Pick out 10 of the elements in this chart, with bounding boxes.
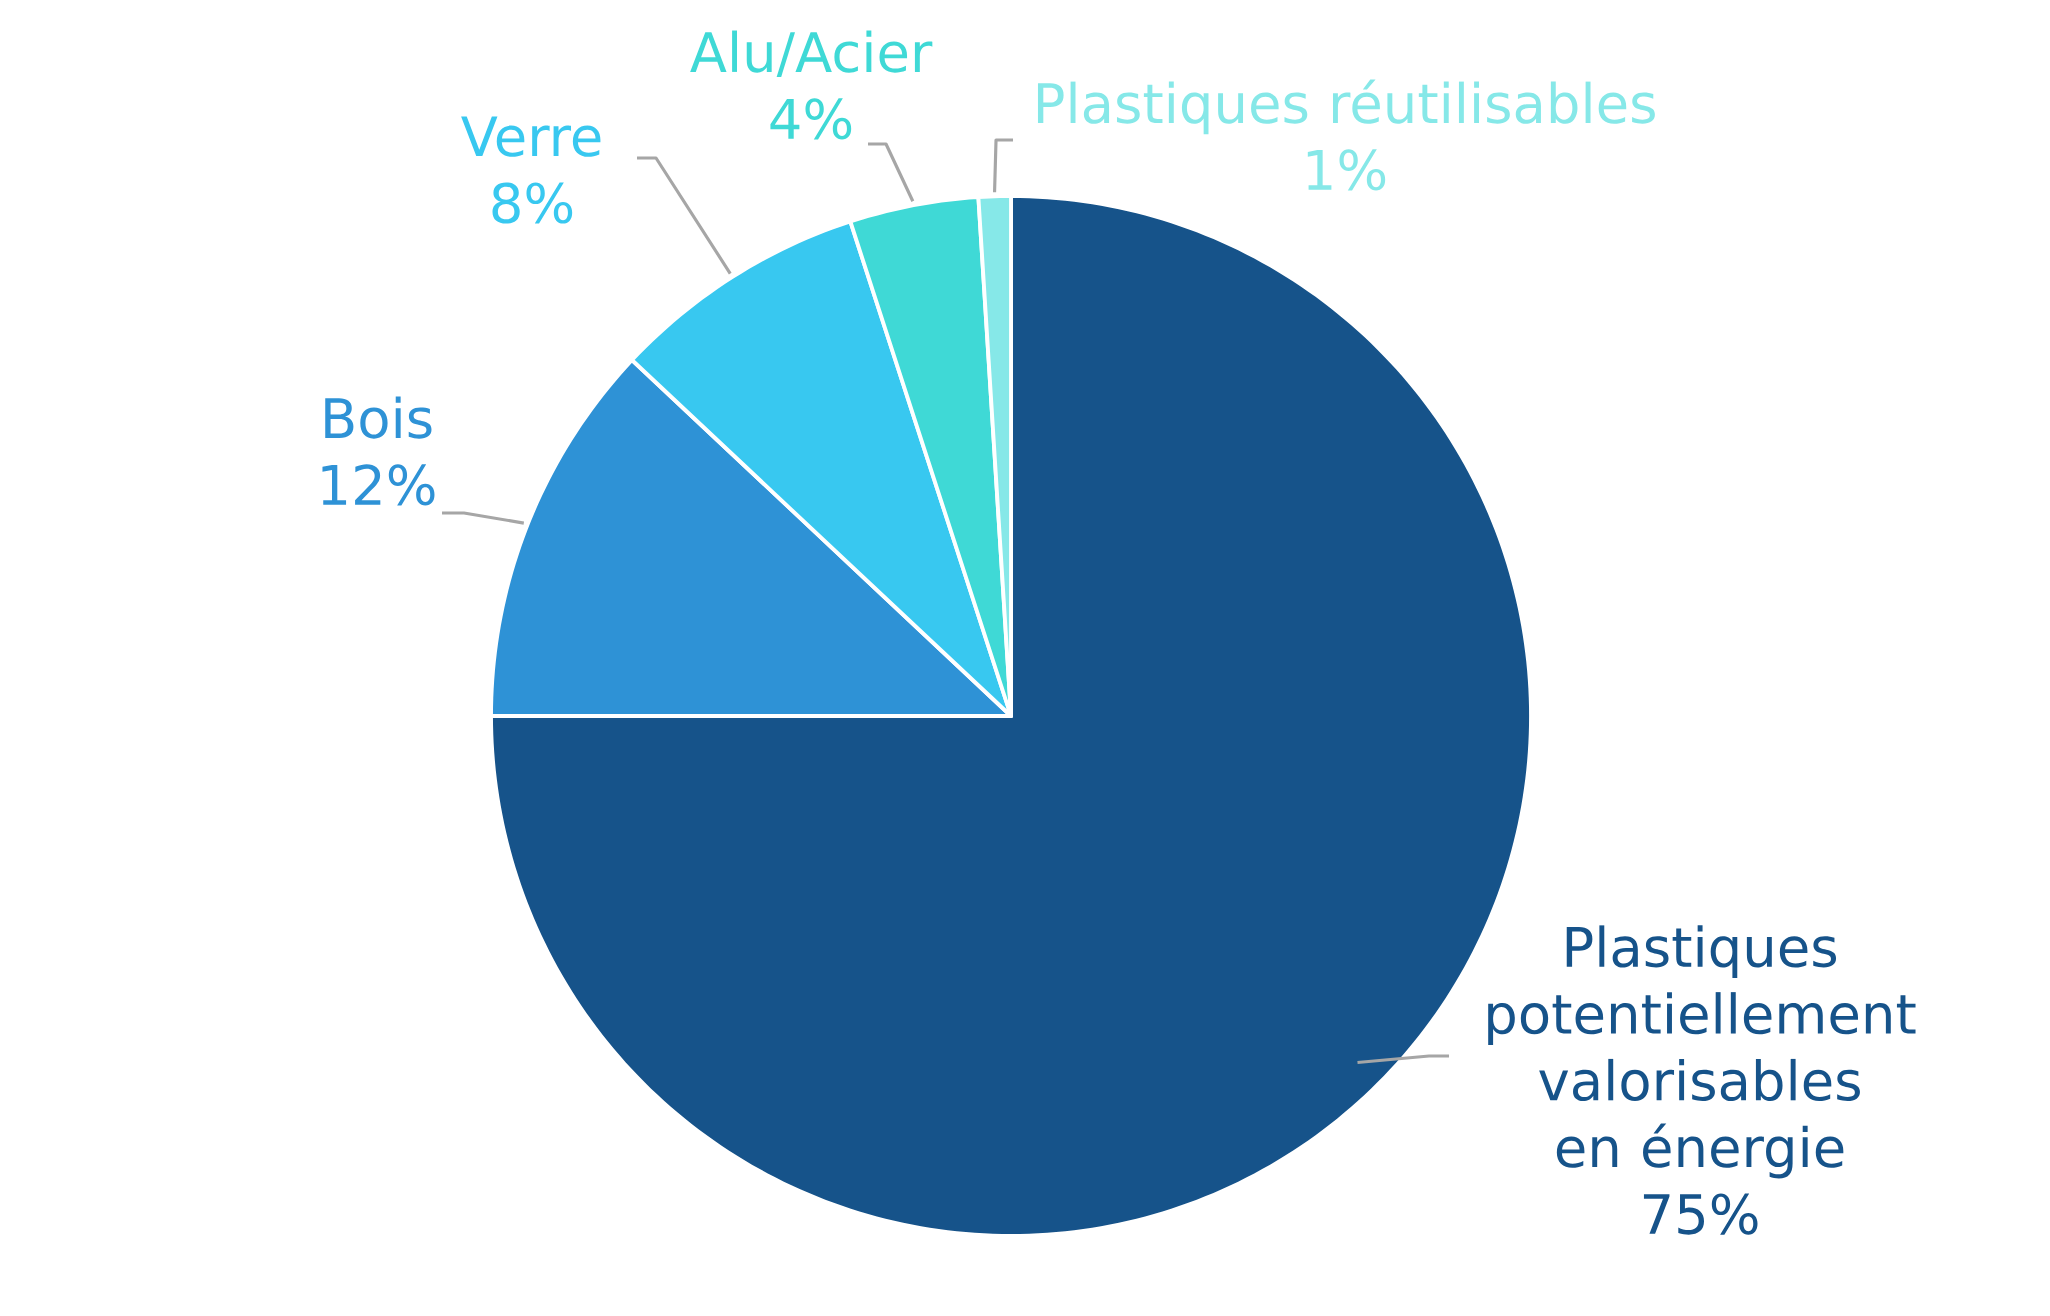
slice-label: Alu/Acier [690, 30, 933, 77]
data-label: 8% [492, 182, 573, 224]
slice-label: Bois [325, 396, 432, 439]
slice-label: Plastiques potentiellement valorisables en énergie [1488, 925, 1916, 1179]
data-label: 12% [322, 464, 435, 506]
data-label: 4% [770, 98, 852, 140]
slice-label: Plastiques réutilisables [1037, 79, 1655, 135]
data-label: 75% [1643, 1193, 1758, 1235]
data-label: 1% [1307, 149, 1386, 191]
slice-label: Verre [461, 116, 601, 157]
